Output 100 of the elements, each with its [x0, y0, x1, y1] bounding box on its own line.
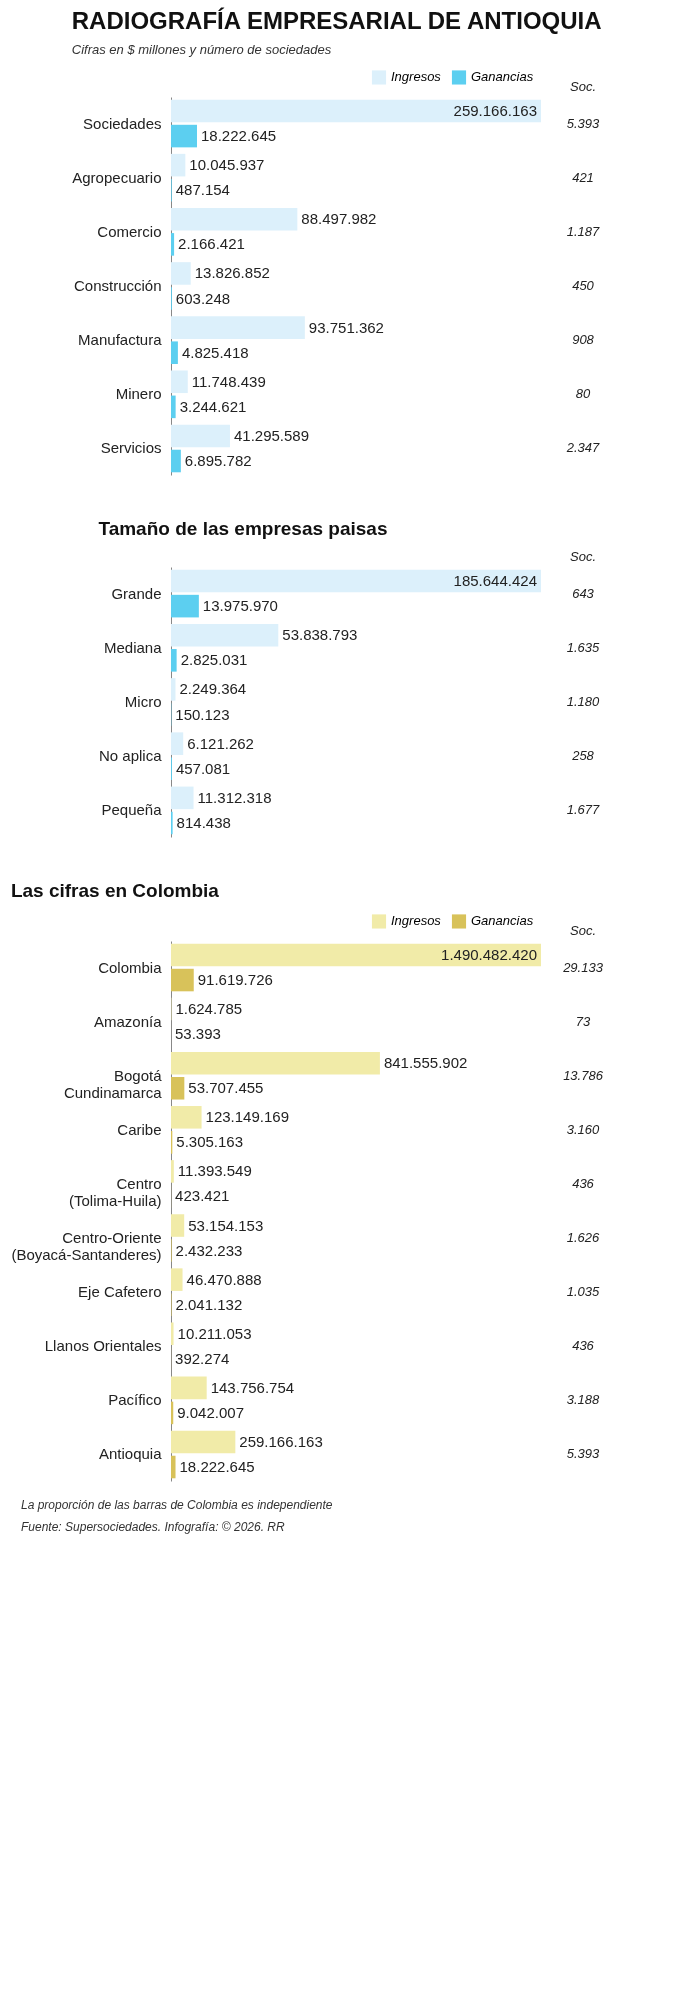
- data-label: 41.295.589: [233, 426, 310, 444]
- text: 3.160: [566, 1121, 601, 1137]
- y-tick-label: Sociedades: [83, 114, 162, 132]
- y-tick-label: No aplica: [98, 747, 163, 765]
- chart-title: RADIOGRAFÍA EMPRESARIAL DE ANTIOQUIA: [71, 7, 602, 34]
- data-label: 603.248: [175, 289, 231, 307]
- bar: [171, 449, 181, 473]
- legend-label: Ingresos: [391, 69, 442, 85]
- text: Soc.: [569, 79, 597, 94]
- text: 1.626: [566, 1230, 601, 1246]
- text: La proporción de las barras de Colombia es independiente: [21, 1498, 333, 1512]
- bar: [171, 153, 186, 177]
- data-label: 259.166.163: [239, 1432, 323, 1450]
- data-label: 392.274: [175, 1349, 230, 1367]
- bar: [171, 1214, 185, 1237]
- bar: [171, 649, 177, 672]
- y-tick-label: Caribe: [117, 1120, 162, 1138]
- bar: [171, 395, 176, 419]
- y-tick-label: Mediana: [103, 638, 163, 656]
- y-tick-label: Construcción: [73, 277, 162, 294]
- y-tick-label: Pacífico: [108, 1391, 162, 1409]
- text: 450: [572, 278, 595, 293]
- data-label: 11.312.318: [197, 788, 272, 806]
- data-label: 18.222.645: [179, 1458, 255, 1476]
- bar: [171, 208, 298, 231]
- y-tick-label: Amazonía: [93, 1012, 163, 1030]
- text: 1.180: [566, 694, 601, 709]
- data-label: 259.166.163: [453, 101, 537, 119]
- y-tick-label: Micro: [124, 693, 162, 710]
- bar: [171, 623, 279, 647]
- y-tick-label: Manufactura: [78, 331, 163, 349]
- chart-subtitle: Cifras en $ millones y número de sociedades: [71, 42, 332, 57]
- chart-title: Tamaño de las empresas paisas: [98, 518, 388, 539]
- bar: [171, 1322, 174, 1346]
- text: 5.393: [566, 1446, 601, 1462]
- data-label: 2.249.364: [179, 680, 247, 698]
- data-label: 9.042.007: [177, 1403, 244, 1421]
- data-label: 150.123: [175, 705, 230, 723]
- bar: [171, 1051, 380, 1075]
- data-label: 3.244.621: [179, 397, 247, 415]
- text: 436: [572, 1175, 595, 1191]
- data-label: 91.619.726: [197, 971, 273, 989]
- data-label: 53.838.793: [282, 626, 358, 644]
- data-label: 143.756.754: [210, 1378, 295, 1396]
- data-label: 11.748.439: [191, 372, 266, 390]
- y-tick-label: Eje Cafetero: [78, 1283, 162, 1301]
- data-label: 88.497.982: [301, 210, 377, 228]
- bar: [171, 732, 184, 755]
- data-label: 46.470.888: [186, 1270, 262, 1288]
- text: 643: [572, 585, 595, 601]
- text: 258: [571, 748, 595, 764]
- data-label: 2.432.233: [175, 1241, 243, 1259]
- y-tick-label: Antioquia: [98, 1445, 163, 1463]
- bar: [171, 943, 541, 967]
- data-label: 185.644.424: [453, 572, 537, 590]
- y-tick-label: Minero: [115, 385, 162, 403]
- data-label: 10.211.053: [177, 1324, 252, 1342]
- y-tick-label: Bogotá Cundinamarca: [63, 1066, 163, 1101]
- y-tick-label: Servicios: [100, 439, 162, 457]
- bar: [171, 1376, 207, 1400]
- legend-label: Ganancias: [471, 69, 534, 85]
- legend-label: Ganancias: [471, 913, 534, 929]
- data-label: 18.222.645: [201, 127, 277, 145]
- y-tick-label: Pequeña: [101, 801, 163, 819]
- text: 29.133: [562, 959, 604, 975]
- text: 3.188: [566, 1392, 601, 1408]
- data-label: 841.555.902: [383, 1054, 468, 1072]
- bar: [171, 1455, 176, 1479]
- y-tick-label: Centro (Tolima-Huila): [68, 1174, 162, 1209]
- y-tick-label: Grande: [111, 584, 162, 602]
- text: 5.393: [566, 115, 601, 131]
- bar: [171, 1160, 174, 1183]
- bar: [171, 341, 178, 364]
- bar: [171, 1268, 183, 1291]
- bar: [171, 1430, 236, 1454]
- data-label: 11.393.549: [177, 1162, 252, 1180]
- text: 1.187: [566, 223, 601, 239]
- text: 1.677: [566, 802, 601, 818]
- text: 2.347: [565, 440, 601, 456]
- text: 13.786: [563, 1067, 604, 1083]
- bar: [171, 424, 230, 448]
- text: 80: [575, 386, 591, 402]
- data-label: 5.305.163: [176, 1133, 244, 1151]
- data-label: 4.825.418: [181, 343, 249, 361]
- data-label: 2.041.132: [175, 1295, 243, 1313]
- text: 73: [575, 1013, 591, 1029]
- data-label: 123.149.169: [205, 1108, 289, 1126]
- data-label: 1.624.785: [175, 1000, 243, 1018]
- y-tick-label: Colombia: [98, 958, 163, 976]
- bar: [171, 99, 541, 123]
- chart-title: Las cifras en Colombia: [10, 880, 220, 901]
- bar: [171, 370, 188, 394]
- data-label: 2.166.421: [178, 235, 245, 253]
- bar: [171, 968, 194, 992]
- data-label: 53.707.455: [188, 1079, 264, 1097]
- data-label: 6.895.782: [184, 452, 252, 470]
- y-tick-label: Llanos Orientales: [44, 1337, 162, 1355]
- bar: [171, 124, 198, 148]
- text: 421: [572, 169, 594, 185]
- source-note: Fuente: Supersociedades. Infografía: © 2026. RR: [21, 1520, 285, 1534]
